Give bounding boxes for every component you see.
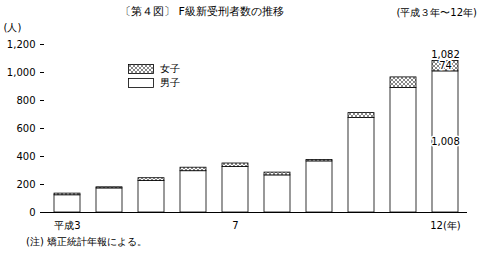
svg-text:800: 800 <box>16 95 35 106</box>
html-text:女子: 女子 <box>160 63 180 74</box>
html-text:(注) 矯正統計年報による。: (注) 矯正統計年報による。 <box>26 236 147 247</box>
svg-text:0: 0 <box>29 207 35 218</box>
svg-text:12(年): 12(年) <box>430 220 461 231</box>
svg-text:1,082: 1,082 <box>431 49 460 60</box>
svg-text:7: 7 <box>232 220 238 231</box>
svg-text:200: 200 <box>16 179 35 190</box>
svg-text:1,008: 1,008 <box>431 136 460 147</box>
svg-text:400: 400 <box>16 151 35 162</box>
svg-text:1,000: 1,000 <box>7 67 36 78</box>
svg-text:1,200: 1,200 <box>7 39 36 50</box>
svg-text:平成3: 平成3 <box>54 220 80 231</box>
svg-text:600: 600 <box>16 123 35 134</box>
html-text:(平成３年〜12年): (平成３年〜12年) <box>396 7 477 18</box>
svg-text:74: 74 <box>439 60 452 71</box>
html-text:〔第４図〕 F級新受刑者数の推移: 〔第４図〕 F級新受刑者数の推移 <box>120 5 284 18</box>
html-text:男子: 男子 <box>160 77 180 88</box>
svg-text:(人): (人) <box>4 22 22 33</box>
